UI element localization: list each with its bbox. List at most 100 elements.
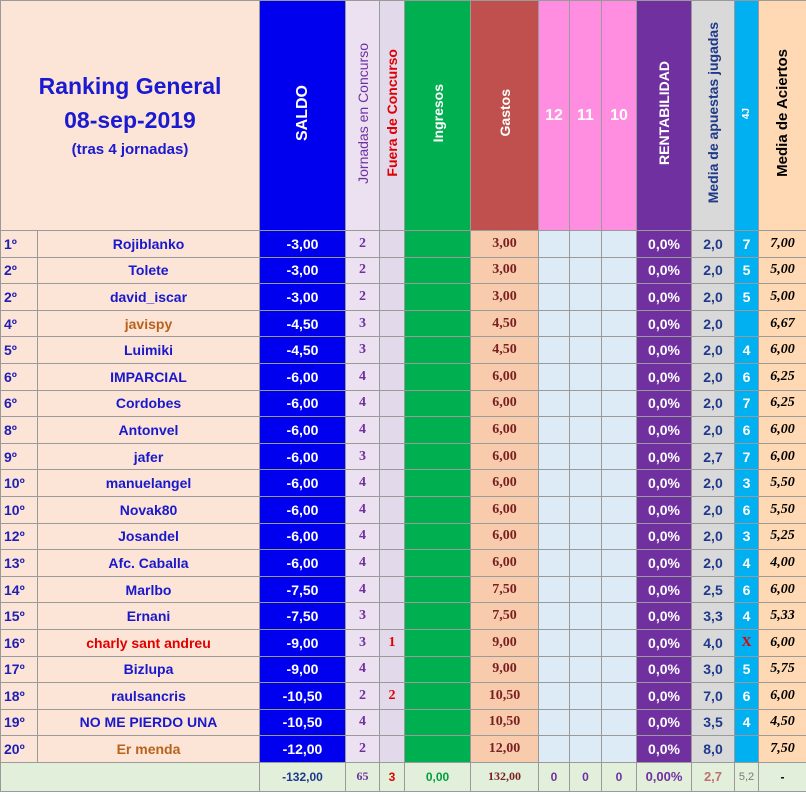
col10-cell: [601, 549, 637, 577]
rank-cell: 16º: [0, 628, 38, 657]
j4-cell: [734, 309, 759, 338]
totals-label: [0, 761, 260, 792]
j4-cell: 5: [734, 655, 759, 684]
rentabilidad-cell: 0,0%: [636, 682, 692, 710]
gastos-cell: 6,00: [470, 389, 539, 418]
media-aciertos-cell: 6,00: [758, 442, 806, 471]
jornadas-cell: 2: [345, 256, 380, 285]
ingresos-cell: [404, 256, 471, 285]
total-ingresos: 0,00: [404, 761, 471, 792]
media-apuestas-cell: 2,0: [691, 336, 735, 364]
col12-cell: [538, 362, 570, 391]
rentabilidad-cell: 0,0%: [636, 336, 692, 364]
col11-cell: [569, 336, 602, 364]
col10-cell: [601, 336, 637, 364]
media-aciertos-cell: 5,00: [758, 283, 806, 311]
ingresos-cell: [404, 389, 471, 418]
media-apuestas-cell: 3,0: [691, 655, 735, 684]
table-row: 13º Afc. Caballa -6,00 4 6,00 0,0% 2,0 4 4,00: [0, 549, 806, 577]
col11-cell: [569, 735, 602, 763]
rentabilidad-cell: 0,0%: [636, 628, 692, 657]
col10-cell: [601, 230, 637, 258]
col12-cell: [538, 575, 570, 604]
fuera-cell: [379, 389, 405, 418]
total-12: 0: [538, 761, 570, 792]
rank-cell: 5º: [0, 336, 38, 364]
header-fuera: Fuera de Concurso: [379, 0, 405, 231]
saldo-cell: -6,00: [259, 549, 346, 577]
ingresos-cell: [404, 336, 471, 364]
saldo-cell: -6,00: [259, 416, 346, 444]
col10-cell: [601, 283, 637, 311]
fuera-cell: [379, 655, 405, 684]
player-name: Bizlupa: [37, 655, 260, 684]
ingresos-cell: [404, 549, 471, 577]
fuera-cell: [379, 549, 405, 577]
rank-cell: 9º: [0, 442, 38, 471]
saldo-cell: -10,50: [259, 682, 346, 710]
media-apuestas-cell: 2,0: [691, 256, 735, 285]
gastos-cell: 4,50: [470, 309, 539, 338]
col10-cell: [601, 655, 637, 684]
col11-cell: [569, 230, 602, 258]
media-aciertos-cell: 6,25: [758, 362, 806, 391]
header-media-apuestas: Media de apuestas jugadas: [691, 0, 735, 231]
media-aciertos-cell: 5,50: [758, 469, 806, 497]
player-name: NO ME PIERDO UNA: [37, 708, 260, 737]
j4-cell: 4: [734, 708, 759, 737]
total-gastos: 132,00: [470, 761, 539, 792]
j4-cell: 7: [734, 230, 759, 258]
saldo-cell: -7,50: [259, 602, 346, 630]
media-apuestas-cell: 8,0: [691, 735, 735, 763]
ingresos-cell: [404, 309, 471, 338]
col11-cell: [569, 522, 602, 551]
col11-cell: [569, 309, 602, 338]
total-media-apuestas: 2,7: [691, 761, 735, 792]
gastos-cell: 9,00: [470, 628, 539, 657]
table-row: 19º NO ME PIERDO UNA -10,50 4 10,50 0,0% 3,5 4 4…: [0, 708, 806, 737]
gastos-cell: 12,00: [470, 735, 539, 763]
table-row: 1º Rojiblanko -3,00 2 3,00 0,0% 2,0 7 7,00: [0, 230, 806, 258]
j4-cell: 6: [734, 495, 759, 524]
table-row: 18º raulsancris -10,50 2 2 10,50 0,0% 7,0 6 6,00: [0, 682, 806, 710]
table-row: 15º Ernani -7,50 3 7,50 0,0% 3,3 4 5,33: [0, 602, 806, 630]
col10-cell: [601, 495, 637, 524]
saldo-cell: -9,00: [259, 628, 346, 657]
col12-cell: [538, 682, 570, 710]
col11-cell: [569, 416, 602, 444]
fuera-cell: [379, 416, 405, 444]
rentabilidad-cell: 0,0%: [636, 655, 692, 684]
ranking-rows: 1º Rojiblanko -3,00 2 3,00 0,0% 2,0 7 7,00 2º Tole…: [0, 230, 806, 763]
rank-cell: 10º: [0, 469, 38, 497]
rank-cell: 15º: [0, 602, 38, 630]
fuera-cell: 2: [379, 682, 405, 710]
media-aciertos-cell: 6,00: [758, 336, 806, 364]
rentabilidad-cell: 0,0%: [636, 283, 692, 311]
j4-cell: 3: [734, 469, 759, 497]
table-row: 6º Cordobes -6,00 4 6,00 0,0% 2,0 7 6,25: [0, 389, 806, 418]
col12-cell: [538, 442, 570, 471]
table-row: 16º charly sant andreu -9,00 3 1 9,00 0,0% 4,0 X…: [0, 628, 806, 657]
col10-cell: [601, 362, 637, 391]
col12-cell: [538, 655, 570, 684]
gastos-cell: 4,50: [470, 336, 539, 364]
rentabilidad-cell: 0,0%: [636, 389, 692, 418]
jornadas-cell: 4: [345, 549, 380, 577]
header-11: 11: [569, 0, 602, 231]
rank-cell: 19º: [0, 708, 38, 737]
col11-cell: [569, 575, 602, 604]
j4-cell: 4: [734, 602, 759, 630]
fuera-cell: [379, 256, 405, 285]
player-name: IMPARCIAL: [37, 362, 260, 391]
fuera-cell: [379, 442, 405, 471]
jornadas-cell: 4: [345, 362, 380, 391]
rentabilidad-cell: 0,0%: [636, 442, 692, 471]
media-apuestas-cell: 2,0: [691, 469, 735, 497]
j4-cell: 4: [734, 336, 759, 364]
j4-cell: 6: [734, 416, 759, 444]
col12-cell: [538, 708, 570, 737]
player-name: raulsancris: [37, 682, 260, 710]
saldo-cell: -6,00: [259, 389, 346, 418]
player-name: Luimiki: [37, 336, 260, 364]
rentabilidad-cell: 0,0%: [636, 416, 692, 444]
